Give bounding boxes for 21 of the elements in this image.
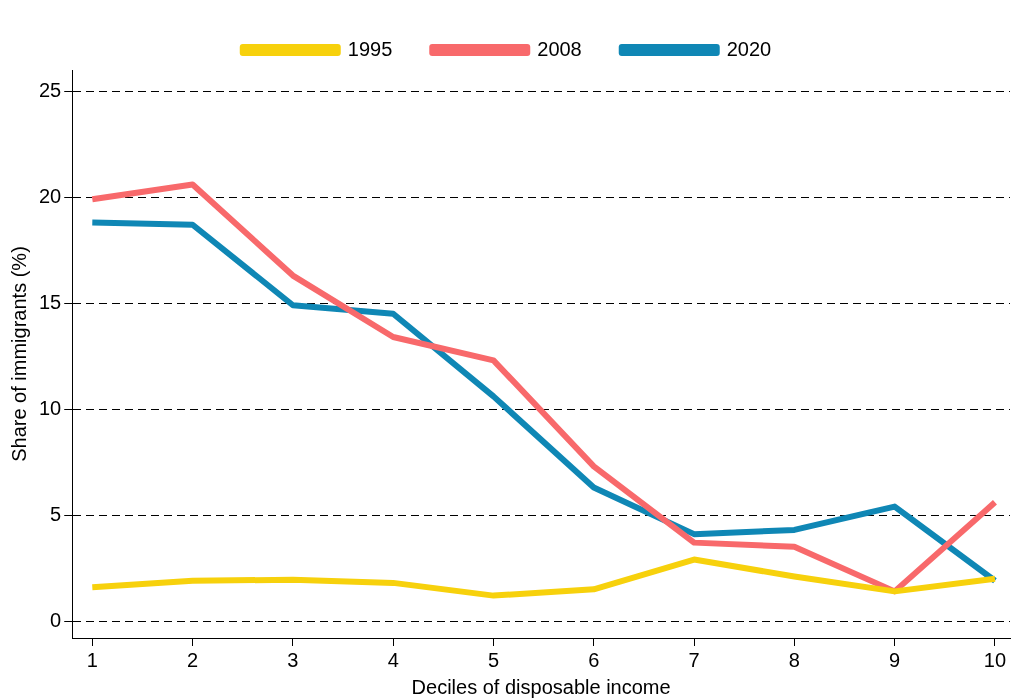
legend-label: 1995 — [347, 37, 393, 60]
y-tick-label: 0 — [50, 608, 62, 631]
x-tick-label: 3 — [287, 648, 299, 671]
y-tick-label: 20 — [39, 184, 62, 207]
x-tick-label: 8 — [788, 648, 800, 671]
y-axis-title: Share of immigrants (%) — [7, 246, 30, 462]
x-tick-label: 9 — [889, 648, 901, 671]
x-tick-label: 5 — [487, 648, 500, 671]
y-tick-label: 15 — [39, 290, 62, 313]
legend-label: 2020 — [726, 37, 772, 60]
x-tick-label: 7 — [688, 648, 700, 671]
y-tick-label: 10 — [39, 396, 62, 419]
x-tick-label: 2 — [187, 648, 199, 671]
x-tick-label: 4 — [387, 648, 399, 671]
legend-label: 2008 — [537, 37, 582, 60]
x-axis-title: Deciles of disposable income — [411, 675, 671, 698]
y-tick-label: 25 — [39, 78, 62, 101]
x-tick-label: 1 — [86, 648, 98, 671]
x-tick-label: 6 — [588, 648, 600, 671]
x-tick-label: 10 — [983, 648, 1007, 671]
y-tick-label: 5 — [50, 502, 62, 525]
